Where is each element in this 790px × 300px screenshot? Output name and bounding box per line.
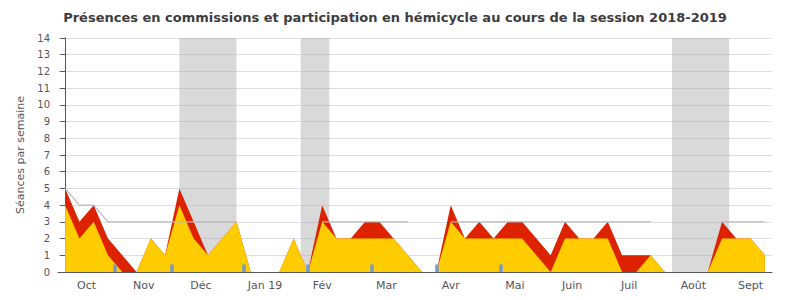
svg-text:Jan 19: Jan 19 <box>247 279 282 292</box>
svg-text:Présences en commissions et pa: Présences en commissions et participatio… <box>63 10 727 25</box>
svg-text:Déc: Déc <box>190 279 211 292</box>
svg-text:Oct: Oct <box>77 279 97 292</box>
svg-text:3: 3 <box>44 216 50 227</box>
svg-text:10: 10 <box>37 99 50 110</box>
svg-text:Fév: Fév <box>313 279 332 292</box>
svg-text:1: 1 <box>44 250 50 261</box>
svg-text:9: 9 <box>44 116 50 127</box>
svg-text:7: 7 <box>44 150 50 161</box>
svg-text:Avr: Avr <box>442 279 460 292</box>
svg-text:2: 2 <box>44 233 50 244</box>
svg-text:Nov: Nov <box>133 279 155 292</box>
svg-text:Séances par semaine: Séances par semaine <box>14 96 27 214</box>
svg-text:11: 11 <box>37 83 50 94</box>
svg-text:4: 4 <box>44 200 50 211</box>
svg-text:0: 0 <box>44 267 50 278</box>
svg-text:13: 13 <box>37 49 50 60</box>
svg-text:14: 14 <box>37 33 50 44</box>
svg-text:5: 5 <box>44 183 50 194</box>
svg-text:Mar: Mar <box>376 279 397 292</box>
svg-text:12: 12 <box>37 66 50 77</box>
svg-text:Sept: Sept <box>738 279 764 292</box>
svg-text:Juin: Juin <box>561 279 582 292</box>
svg-text:6: 6 <box>44 166 50 177</box>
svg-text:Mai: Mai <box>505 279 524 292</box>
svg-text:8: 8 <box>44 133 50 144</box>
svg-text:Juil: Juil <box>620 279 637 292</box>
svg-text:Août: Août <box>681 279 707 292</box>
